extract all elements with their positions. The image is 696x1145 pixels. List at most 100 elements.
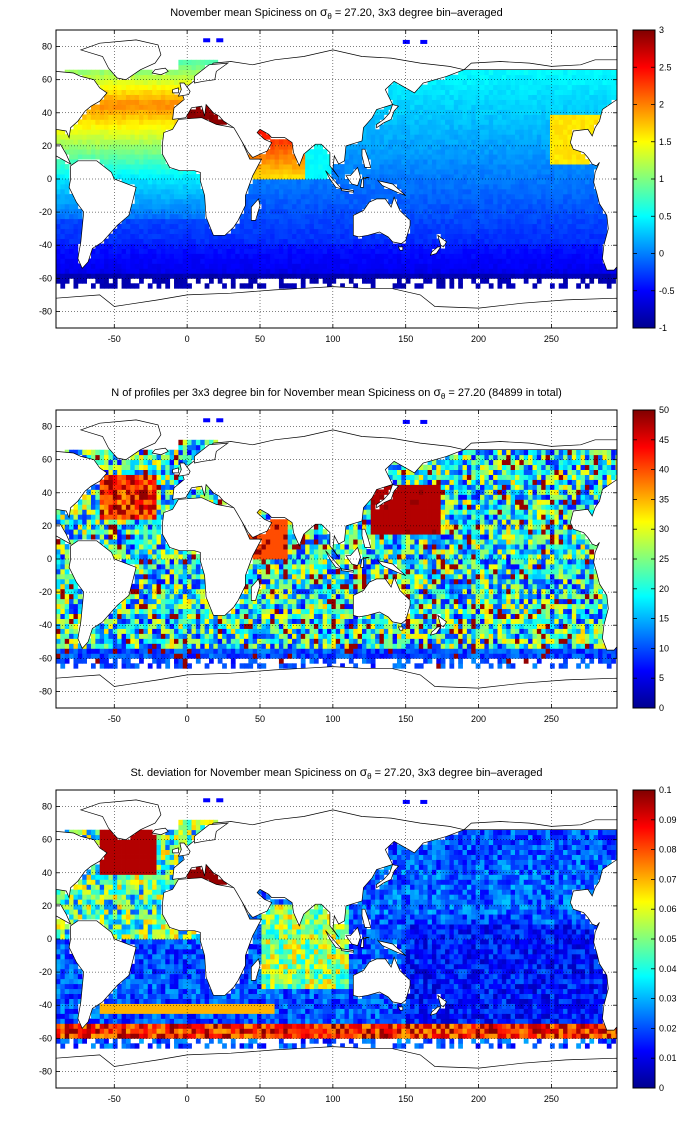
heat-cell bbox=[148, 519, 153, 524]
heat-cell bbox=[78, 144, 83, 149]
heat-cell bbox=[78, 509, 83, 514]
heat-cell bbox=[511, 174, 516, 179]
heat-cell bbox=[471, 234, 476, 239]
heat-cell bbox=[143, 494, 148, 499]
heat-cell bbox=[165, 184, 170, 189]
heat-cell bbox=[537, 80, 542, 85]
heat-cell bbox=[480, 249, 485, 254]
heat-cell bbox=[143, 263, 148, 268]
heat-cell bbox=[78, 599, 83, 604]
heat-cell bbox=[205, 244, 210, 249]
y-tick-label: 0 bbox=[47, 174, 52, 184]
heat-cell bbox=[602, 95, 607, 100]
heat-cell bbox=[69, 594, 74, 599]
heat-cell bbox=[122, 619, 127, 624]
heat-cell bbox=[336, 219, 341, 224]
heat-cell bbox=[414, 95, 419, 100]
heat-cell bbox=[279, 154, 284, 159]
heat-cell bbox=[148, 263, 153, 268]
heat-cell bbox=[213, 263, 218, 268]
heat-cell bbox=[143, 534, 148, 539]
heat-cell bbox=[480, 129, 485, 134]
heat-cell bbox=[484, 263, 489, 268]
heat-cell bbox=[192, 174, 197, 179]
heat-cell bbox=[414, 164, 419, 169]
heat-cell bbox=[594, 85, 599, 90]
heat-cell bbox=[476, 283, 481, 288]
heat-cell bbox=[589, 219, 594, 224]
heat-cell bbox=[135, 574, 140, 579]
heat-cell bbox=[126, 80, 131, 85]
heat-cell bbox=[401, 258, 406, 263]
heat-cell bbox=[253, 244, 258, 249]
heat-cell bbox=[69, 204, 74, 209]
heat-cell bbox=[126, 164, 131, 169]
heat-cell bbox=[532, 164, 537, 169]
heat-cell bbox=[305, 234, 310, 239]
heat-cell bbox=[122, 85, 127, 90]
heat-cell bbox=[388, 194, 393, 199]
heat-cell bbox=[563, 258, 568, 263]
heat-cell bbox=[541, 119, 546, 124]
heat-cell bbox=[139, 460, 144, 465]
heat-cell bbox=[192, 194, 197, 199]
heat-cell bbox=[445, 189, 450, 194]
heat-cell bbox=[100, 460, 105, 465]
heat-cell bbox=[148, 159, 153, 164]
heat-cell bbox=[157, 154, 162, 159]
heat-cell bbox=[524, 199, 529, 204]
heat-cell bbox=[428, 219, 433, 224]
heat-cell bbox=[91, 283, 96, 288]
colorbar-tick-label: 0 bbox=[659, 249, 664, 259]
heat-cell bbox=[143, 268, 148, 273]
heat-cell bbox=[196, 224, 201, 229]
heat-cell bbox=[161, 114, 166, 119]
heat-cell bbox=[178, 184, 183, 189]
heat-cell bbox=[100, 624, 105, 629]
heat-cell bbox=[371, 159, 376, 164]
heat-cell bbox=[454, 194, 459, 199]
heat-cell bbox=[419, 229, 424, 234]
heat-cell bbox=[135, 249, 140, 254]
heat-cell bbox=[60, 139, 65, 144]
heat-cell bbox=[519, 80, 524, 85]
heat-cell bbox=[310, 219, 315, 224]
heat-cell bbox=[108, 149, 113, 154]
heat-cell bbox=[550, 234, 555, 239]
heat-cell bbox=[170, 119, 175, 124]
heat-cell bbox=[161, 638, 166, 643]
heat-cell bbox=[56, 134, 61, 139]
heat-cell bbox=[559, 194, 564, 199]
heat-cell bbox=[598, 234, 603, 239]
heat-cell bbox=[484, 139, 489, 144]
heat-cell bbox=[113, 638, 118, 643]
heat-cell bbox=[60, 619, 65, 624]
heat-cell bbox=[95, 124, 100, 129]
heat-cell bbox=[165, 268, 170, 273]
heat-cell bbox=[524, 214, 529, 219]
heat-cell bbox=[423, 273, 428, 278]
heat-cell bbox=[458, 95, 463, 100]
heat-cell bbox=[178, 224, 183, 229]
heat-cell bbox=[463, 149, 468, 154]
heat-cell bbox=[423, 268, 428, 273]
heat-cell bbox=[476, 254, 481, 259]
heat-cell bbox=[594, 214, 599, 219]
heat-cell bbox=[266, 204, 271, 209]
heat-cell bbox=[135, 599, 140, 604]
heat-cell bbox=[205, 263, 210, 268]
heat-cell bbox=[598, 224, 603, 229]
heat-cell bbox=[148, 254, 153, 259]
heat-cell bbox=[480, 164, 485, 169]
heat-cell bbox=[148, 638, 153, 643]
heat-cell bbox=[108, 273, 113, 278]
heat-cell bbox=[493, 154, 498, 159]
heat-cell bbox=[143, 239, 148, 244]
heat-cell bbox=[559, 100, 564, 105]
heat-cell bbox=[266, 199, 271, 204]
heat-cell bbox=[113, 129, 118, 134]
heat-cell bbox=[108, 258, 113, 263]
heat-cell bbox=[113, 643, 118, 648]
heat-cell bbox=[559, 209, 564, 214]
heat-cell bbox=[445, 149, 450, 154]
